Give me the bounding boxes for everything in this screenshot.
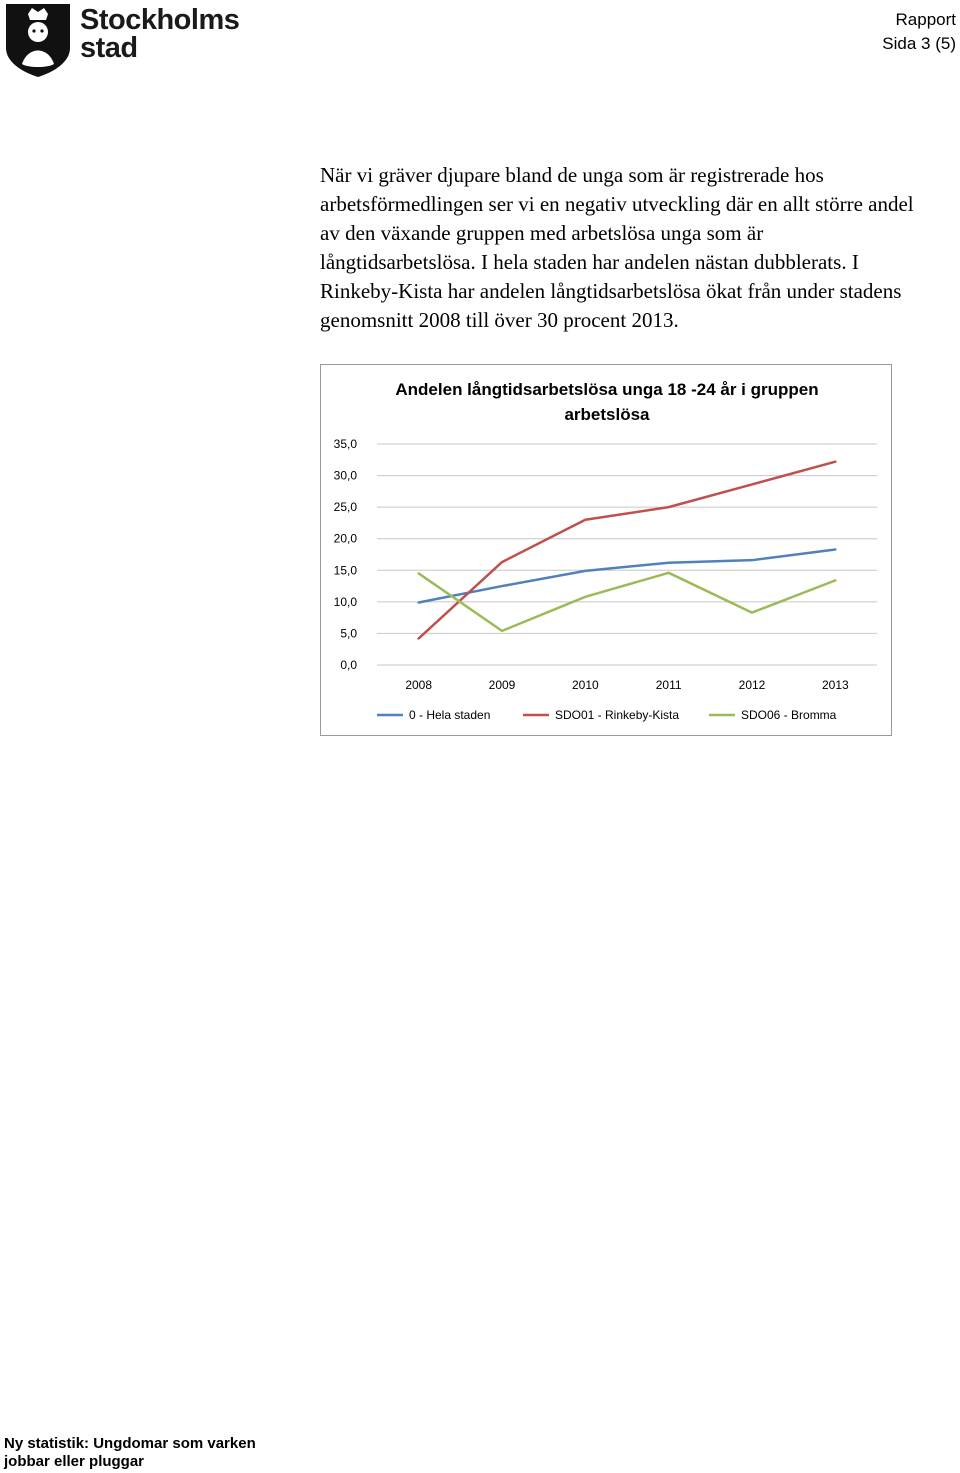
page-number: Sida 3 (5) [882,34,956,53]
footer: Ny statistik: Ungdomar som varken jobbar… [4,1435,256,1471]
chart-title-line1: Andelen långtidsarbetslösa unga 18 -24 å… [395,380,819,399]
legend-label: 0 - Hela staden [409,708,490,722]
series-line [417,571,837,633]
y-tick-label: 35,0 [334,437,358,451]
x-tick-label: 2013 [822,678,849,692]
y-tick-label: 10,0 [334,595,358,609]
body-paragraph: När vi gräver djupare bland de unga som … [320,163,914,332]
y-tick-label: 30,0 [334,469,358,483]
y-tick-label: 20,0 [334,532,358,546]
footer-line1: Ny statistik: Ungdomar som varken [4,1435,256,1452]
y-tick-label: 5,0 [340,626,357,640]
y-tick-label: 25,0 [334,500,358,514]
chart-plot: 0,0 5,0 10,0 15,0 20,0 25,0 30,0 35,0 2008 2009 20… [334,437,877,722]
body-text: När vi gräver djupare bland de unga som … [320,161,920,335]
legend-label: SDO06 - Bromma [741,708,837,722]
document-header: Rapport Sida 3 (5) [882,8,956,56]
x-tick-label: 2011 [656,678,682,692]
y-tick-label: 15,0 [334,563,358,577]
stockholms-stad-logo: Stockholms stad [4,2,240,80]
x-tick-label: 2008 [405,678,432,692]
chart-title: Andelen långtidsarbetslösa unga 18 -24 å… [321,377,893,427]
logo-line1: Stockholms [80,4,240,36]
x-tick-label: 2009 [489,678,516,692]
footer-line2: jobbar eller pluggar [4,1453,145,1470]
series-line [417,460,837,640]
legend-label: SDO01 - Rinkeby-Kista [555,708,679,722]
x-tick-label: 2010 [572,678,599,692]
line-chart: Andelen långtidsarbetslösa unga 18 -24 å… [320,364,892,736]
city-crest-icon [6,4,70,77]
y-tick-label: 0,0 [340,658,357,672]
doc-type: Rapport [895,10,956,29]
logo-line2: stad [80,32,138,64]
series-line [417,548,837,604]
chart-title-line2: arbetslösa [564,405,650,424]
x-tick-label: 2012 [739,678,766,692]
